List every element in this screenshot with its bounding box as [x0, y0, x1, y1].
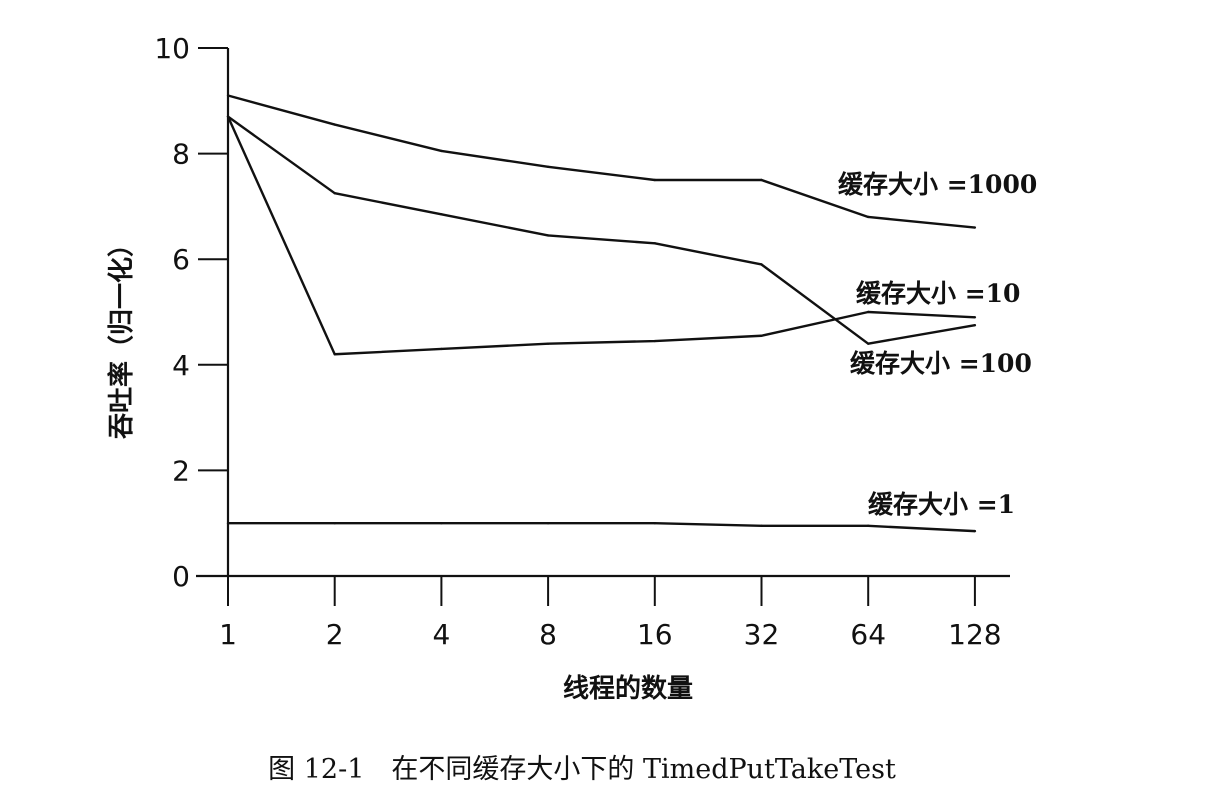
x-axis-title: 线程的数量 [563, 673, 693, 704]
y-tick-label: 0 [172, 560, 190, 593]
series-line [227, 115, 976, 345]
data-point [653, 178, 656, 182]
data-point [973, 316, 977, 319]
x-tick-label: 4 [432, 618, 450, 651]
y-tick-label: 4 [172, 349, 190, 382]
data-point [760, 263, 763, 266]
data-point [760, 178, 763, 182]
x-tick-label: 1 [219, 618, 237, 651]
x-tick-label: 32 [744, 618, 780, 651]
y-tick-label: 10 [154, 32, 190, 65]
data-point [546, 342, 550, 345]
data-point [867, 215, 870, 219]
data-point [440, 213, 443, 216]
data-point [440, 149, 443, 153]
data-point [333, 522, 336, 525]
data-point [973, 529, 977, 533]
data-point [546, 522, 550, 525]
data-point [867, 524, 870, 528]
data-point [867, 310, 870, 314]
series-line [226, 116, 975, 356]
y-tick-label: 2 [172, 454, 190, 487]
series-line [228, 522, 975, 533]
data-point [440, 522, 443, 525]
data-point [226, 94, 230, 97]
x-tick-label: 8 [539, 618, 557, 651]
data-point [333, 192, 336, 195]
axes [196, 48, 1010, 578]
y-tick-label: 8 [172, 138, 190, 171]
data-point [333, 353, 336, 356]
data-point [973, 226, 977, 229]
series-label: 缓存大小 =100 [850, 349, 1032, 378]
y-tick-label: 6 [172, 243, 190, 276]
data-point [867, 342, 870, 345]
data-point [546, 234, 550, 237]
data-point [653, 339, 656, 343]
data-point [973, 324, 977, 327]
data-point [226, 115, 230, 118]
series-labels: 缓存大小 =1000 缓存大小 =10 缓存大小 =100 缓存大小 =1 [838, 170, 1037, 519]
data-point [653, 242, 656, 245]
x-tick-label: 16 [637, 618, 673, 651]
data-point [333, 123, 336, 126]
data-point [760, 334, 763, 337]
data-point [546, 165, 550, 168]
x-tick-label: 64 [850, 618, 886, 651]
y-axis-title: 吞吐率（归一化） [106, 231, 137, 439]
x-tick-label: 128 [948, 618, 1001, 651]
data-point [226, 522, 230, 525]
series-line [227, 94, 976, 229]
series-lines [226, 94, 977, 533]
data-point [440, 347, 443, 351]
data-point [653, 522, 656, 525]
x-tick-label: 2 [326, 618, 344, 651]
series-label: 缓存大小 =1000 [838, 170, 1037, 199]
series-label: 缓存大小 =10 [856, 279, 1020, 308]
data-point [760, 524, 763, 528]
figure-caption: 图 12-1 在不同缓存大小下的 TimedPutTakeTest [268, 754, 896, 785]
series-label: 缓存大小 =1 [868, 490, 1015, 519]
